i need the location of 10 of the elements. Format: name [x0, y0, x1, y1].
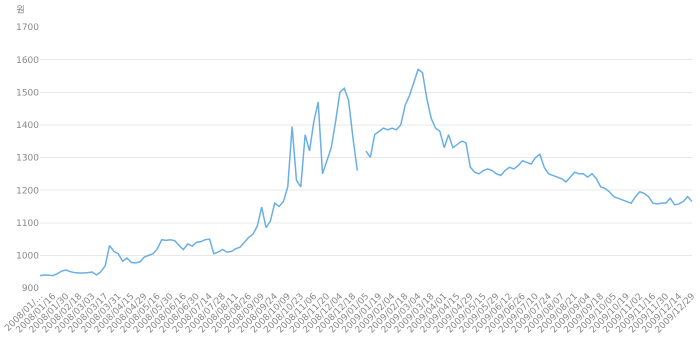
y-tick-label: 1700 [16, 23, 40, 34]
y-tick-label: 1000 [16, 252, 40, 262]
y-tick-label: 1600 [16, 56, 40, 66]
y-axis-title: 원 [16, 5, 25, 15]
y-tick-label: 1200 [16, 186, 40, 196]
y-tick-label: 1500 [16, 88, 40, 98]
y-tick-label: 1100 [16, 218, 40, 229]
y-tick-label: 900 [22, 284, 40, 294]
y-tick-label: 1300 [16, 154, 40, 164]
y-tick-label: 1400 [16, 121, 40, 132]
